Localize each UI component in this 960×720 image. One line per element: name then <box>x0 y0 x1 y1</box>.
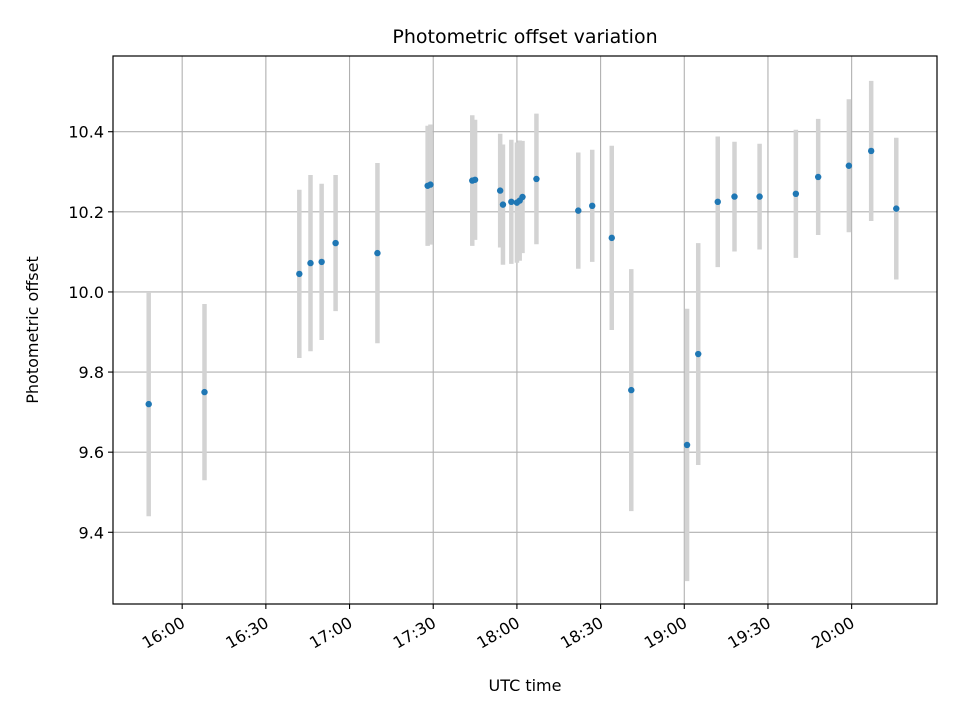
data-point <box>318 258 325 266</box>
y-tick-label: 9.4 <box>79 523 104 542</box>
data-point <box>307 259 314 267</box>
data-point <box>792 190 800 198</box>
chart-title: Photometric offset variation <box>392 26 657 48</box>
data-point <box>575 207 582 214</box>
plot-frame <box>112 55 938 605</box>
data-point <box>427 181 434 188</box>
data-point <box>499 201 507 208</box>
data-point <box>508 198 515 206</box>
data-point <box>628 386 635 394</box>
data-point <box>608 234 615 242</box>
y-tick-label: 10.2 <box>68 203 104 222</box>
data-point <box>145 400 152 408</box>
data-point <box>332 239 339 247</box>
data-point <box>374 249 381 257</box>
grid <box>113 56 937 604</box>
data-point <box>756 193 763 200</box>
y-axis: 9.4 9.6 9.8 10.0 10.2 10.4 <box>68 123 113 542</box>
data-point <box>695 350 702 358</box>
data-points <box>145 147 900 449</box>
data-point <box>731 193 738 200</box>
data-point <box>471 176 479 183</box>
data-point <box>496 187 504 194</box>
data-point <box>683 441 691 449</box>
data-point <box>533 175 540 183</box>
data-point <box>296 270 303 278</box>
y-tick-label: 10.0 <box>68 283 104 302</box>
data-point <box>714 198 721 206</box>
data-point <box>867 147 875 155</box>
y-axis-label: Photometric offset <box>23 256 42 404</box>
y-tick-label: 10.4 <box>68 123 104 142</box>
x-axis-label: UTC time <box>489 676 562 695</box>
data-point <box>519 193 526 201</box>
data-point <box>201 388 208 396</box>
data-point <box>893 205 900 212</box>
data-point <box>845 162 853 169</box>
data-point <box>589 202 596 210</box>
data-point <box>814 173 822 181</box>
y-tick-label: 9.8 <box>79 363 104 382</box>
y-tick-label: 9.6 <box>79 443 104 462</box>
